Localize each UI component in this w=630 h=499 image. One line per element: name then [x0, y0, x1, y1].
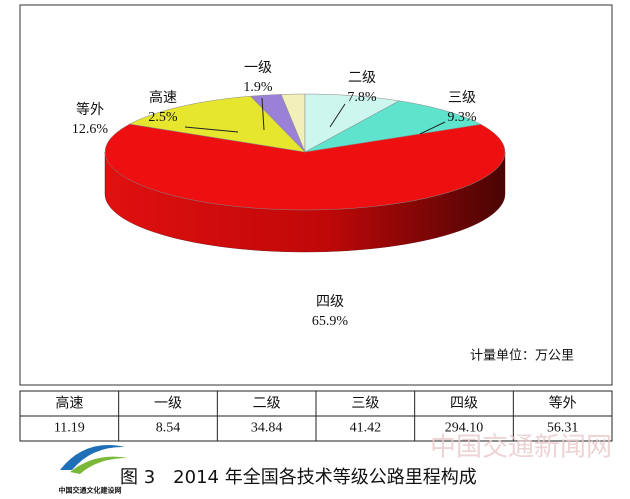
slice-label: 一级: [244, 60, 272, 76]
logo-text: 中国交通文化建设网: [59, 486, 122, 495]
table-value: 34.84: [251, 421, 283, 436]
slice-value-label: 65.9%: [312, 314, 349, 329]
logo: 中国交通文化建设网: [59, 445, 128, 495]
table-value: 8.54: [156, 421, 181, 436]
slice-value-label: 1.9%: [243, 80, 273, 95]
slice-value-label: 9.3%: [447, 110, 477, 125]
slice: [104, 123, 506, 211]
leader-lines: [184, 97, 446, 135]
slice-label: 等外: [76, 101, 104, 118]
slice-value-label: 7.8%: [347, 90, 377, 105]
table-header: 四级: [450, 396, 478, 412]
watermark: 中国交通新闻网: [430, 433, 612, 463]
slice: [128, 95, 306, 153]
unit-note: 计量单位：万公里: [470, 349, 574, 364]
pie: [104, 93, 506, 253]
slice-label: 二级: [348, 70, 376, 86]
table-value: 11.19: [54, 421, 85, 436]
table-header: 二级: [253, 396, 281, 412]
table-value: 294.10: [445, 421, 484, 436]
chart-frame: [19, 4, 613, 386]
table-header: 一级: [154, 396, 182, 412]
caption: 图 3 2014 年全国各技术等级公路里程构成: [120, 467, 477, 488]
table-value: 56.31: [547, 421, 579, 436]
table-header: 高速: [55, 395, 83, 412]
table-value: 41.42: [350, 421, 382, 436]
slice-label: 四级: [316, 294, 344, 310]
slice: [304, 100, 482, 153]
slice-value-label: 12.6%: [72, 122, 109, 137]
slice-label: 三级: [448, 90, 476, 106]
slice: [304, 93, 400, 153]
table-header: 三级: [351, 396, 379, 412]
table-header: 等外: [549, 395, 577, 412]
slice-label: 高速: [149, 89, 177, 106]
slice-value-label: 2.5%: [148, 110, 178, 125]
data-table: 高速 11.19 一级 8.54 二级 34.84 三级 41.42 四级 294.10 等外 56.…: [19, 390, 613, 442]
